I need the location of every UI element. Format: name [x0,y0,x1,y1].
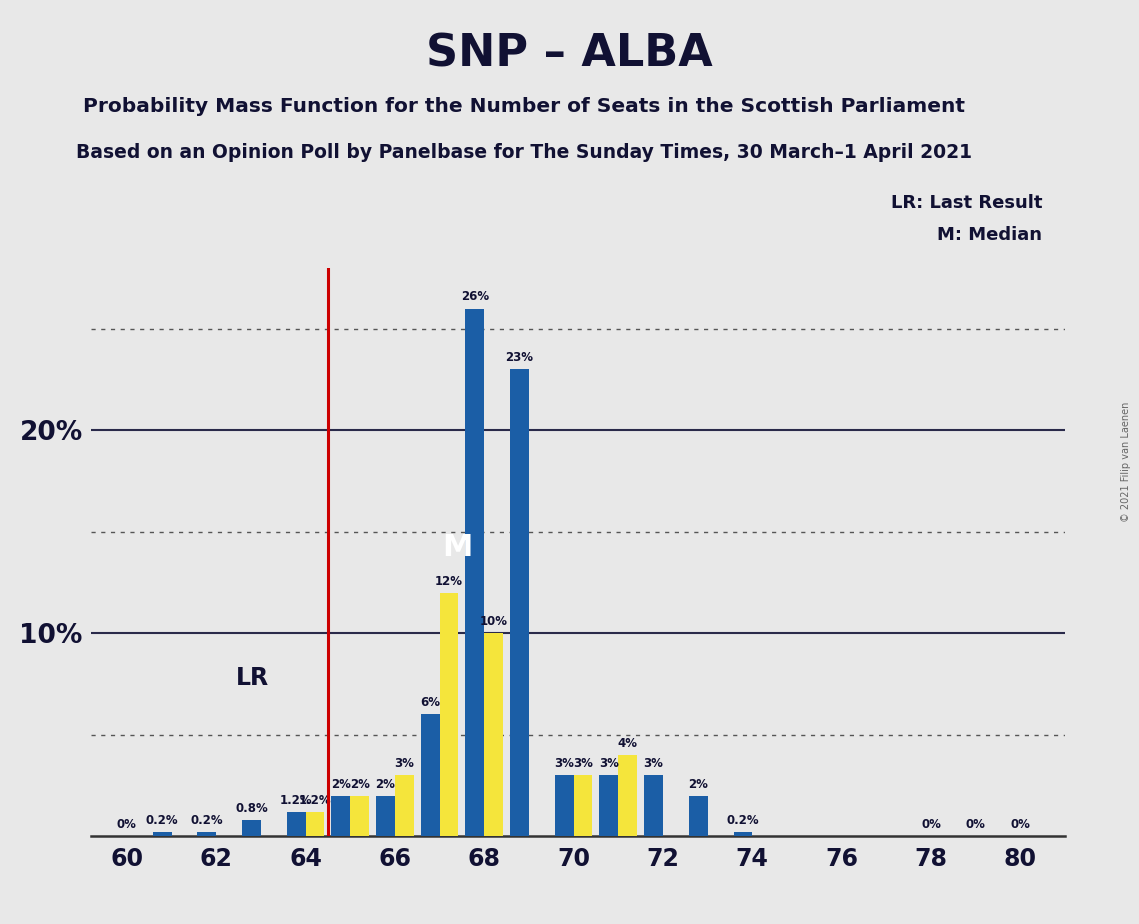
Text: LR: LR [236,666,269,690]
Text: 1.2%: 1.2% [298,794,331,807]
Text: SNP – ALBA: SNP – ALBA [426,32,713,76]
Text: 0.2%: 0.2% [727,814,760,827]
Text: Based on an Opinion Poll by Panelbase for The Sunday Times, 30 March–1 April 202: Based on an Opinion Poll by Panelbase fo… [76,143,972,163]
Text: 0%: 0% [921,818,941,832]
Bar [574,775,592,836]
Bar [420,714,440,836]
Text: 0.8%: 0.8% [235,802,268,815]
Bar [484,633,503,836]
Bar [395,775,413,836]
Bar [350,796,369,836]
Text: LR: Last Result: LR: Last Result [891,194,1042,212]
Bar [734,833,752,836]
Text: M: M [442,533,473,562]
Bar [197,833,216,836]
Bar [287,812,305,836]
Text: 12%: 12% [435,575,462,588]
Bar [331,796,350,836]
Text: 10%: 10% [480,615,508,628]
Text: 0%: 0% [966,818,985,832]
Text: 3%: 3% [599,758,618,771]
Text: 3%: 3% [573,758,593,771]
Text: 0%: 0% [1010,818,1031,832]
Text: 23%: 23% [506,351,533,364]
Bar [243,820,261,836]
Text: 1.2%: 1.2% [280,794,312,807]
Bar [618,755,637,836]
Text: Probability Mass Function for the Number of Seats in the Scottish Parliament: Probability Mass Function for the Number… [83,97,965,116]
Text: 0.2%: 0.2% [190,814,223,827]
Bar [440,592,458,836]
Text: 2%: 2% [331,778,351,791]
Bar [599,775,618,836]
Text: 6%: 6% [420,697,440,710]
Text: 3%: 3% [555,758,574,771]
Bar [689,796,707,836]
Bar [305,812,325,836]
Bar [555,775,574,836]
Text: 0%: 0% [117,818,137,832]
Text: 2%: 2% [350,778,369,791]
Bar [376,796,395,836]
Bar [645,775,663,836]
Text: © 2021 Filip van Laenen: © 2021 Filip van Laenen [1121,402,1131,522]
Bar [466,309,484,836]
Text: 2%: 2% [376,778,395,791]
Text: 3%: 3% [394,758,415,771]
Bar [153,833,172,836]
Text: 0.2%: 0.2% [146,814,179,827]
Bar [510,370,528,836]
Text: 4%: 4% [617,737,638,750]
Text: M: Median: M: Median [937,226,1042,244]
Text: 3%: 3% [644,758,664,771]
Text: 26%: 26% [461,290,489,303]
Text: 2%: 2% [688,778,708,791]
